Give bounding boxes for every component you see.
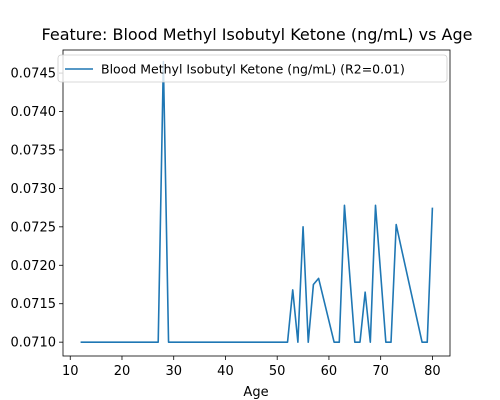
chart-title: Feature: Blood Methyl Isobutyl Ketone (n… [42, 25, 473, 44]
x-tick-label: 30 [165, 364, 182, 379]
legend-box [57, 54, 448, 83]
x-tick-label: 20 [114, 364, 131, 379]
y-tick-label: 0.0745 [11, 67, 57, 82]
y-tick-label: 0.0725 [11, 220, 57, 235]
x-tick-label: 70 [372, 364, 389, 379]
y-tick-label: 0.0735 [11, 143, 57, 158]
y-tick-label: 0.0710 [11, 336, 57, 351]
x-tick-label: 60 [321, 364, 338, 379]
x-tick-label: 10 [62, 364, 79, 379]
y-axis: 0.0710 0.0715 0.0720 0.0725 0.0730 0.0735 0.07… [11, 67, 63, 351]
series-line [80, 60, 434, 343]
x-tick-label: 40 [217, 364, 234, 379]
legend: Blood Methyl Isobutyl Ketone (ng/mL) (R2… [57, 54, 448, 83]
y-tick-label: 0.0715 [11, 297, 57, 312]
x-tick-label: 80 [424, 364, 441, 379]
series-layer [80, 60, 434, 343]
x-axis: 10 20 30 40 50 60 70 80 [62, 356, 441, 379]
y-tick-label: 0.0740 [11, 105, 57, 120]
y-tick-label: 0.0730 [11, 182, 57, 197]
x-tick-label: 50 [269, 364, 286, 379]
plot-area [62, 49, 451, 357]
plot-frame [62, 49, 451, 357]
y-tick-label: 0.0720 [11, 259, 57, 274]
legend-label: Blood Methyl Isobutyl Ketone (ng/mL) (R2… [101, 62, 405, 77]
x-axis-label: Age [243, 385, 268, 400]
